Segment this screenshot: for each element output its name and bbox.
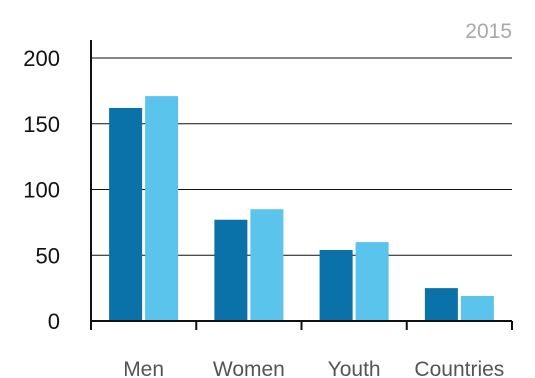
- bar-countries-series-1: [424, 288, 458, 321]
- y-tick-label: 100: [23, 178, 60, 203]
- bar-women-series-2: [250, 209, 284, 321]
- y-tick-labels: 0 50 100 150 200: [23, 46, 60, 334]
- category-label-youth: Youth: [328, 358, 381, 378]
- bar-youth-series-1: [319, 249, 353, 321]
- bar-men-series-1: [109, 107, 143, 321]
- category-label-countries: Countries: [414, 358, 504, 378]
- bar-women-series-1: [214, 219, 248, 321]
- category-label-women: Women: [213, 358, 285, 378]
- y-tick-label: 200: [23, 46, 60, 71]
- y-tick-label: 150: [23, 112, 60, 137]
- bar-men-series-2: [145, 96, 179, 321]
- bar-countries-series-2: [460, 296, 494, 321]
- bar-youth-series-2: [355, 242, 389, 321]
- y-tick-label: 50: [36, 243, 60, 268]
- y-tick-label: 0: [48, 309, 60, 334]
- bars: [109, 96, 494, 321]
- category-label-men: Men: [123, 358, 164, 378]
- year-label: 2015: [465, 20, 512, 43]
- category-labels: Men Women Youth Countries: [123, 358, 504, 378]
- axes: [90, 40, 513, 330]
